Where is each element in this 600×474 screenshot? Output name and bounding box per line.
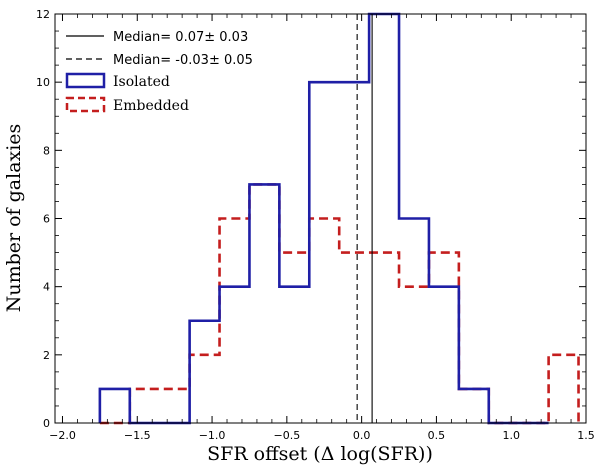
x-tick-label: −2.0 <box>49 429 76 442</box>
y-tick-label: 0 <box>43 417 50 430</box>
histogram-embedded <box>99 183 580 425</box>
histogram-layer <box>98 12 580 425</box>
x-tick-label: −1.0 <box>199 429 226 442</box>
x-tick-label: −0.5 <box>273 429 300 442</box>
y-tick-label: 6 <box>43 213 50 226</box>
y-axis-label: Number of galaxies <box>3 124 25 313</box>
x-tick-label: 1.5 <box>577 429 595 442</box>
legend-isolated-label: Isolated <box>113 74 170 90</box>
legend-median-dashed-label: Median= -0.03± 0.05 <box>113 53 253 68</box>
x-axis-label: SFR offset (Δ log(SFR)) <box>207 443 433 465</box>
y-tick-label: 12 <box>36 8 50 21</box>
x-tick-label: 0.0 <box>353 429 371 442</box>
y-tick-label: 10 <box>36 76 50 89</box>
legend-isolated-swatch <box>65 72 106 89</box>
y-tick-label: 8 <box>43 144 50 157</box>
y-tick-label: 2 <box>43 349 50 362</box>
legend-embedded-swatch <box>65 96 106 113</box>
y-tick-label: 4 <box>43 281 50 294</box>
median-lines <box>356 14 373 423</box>
legend: Median= 0.07± 0.03 Median= -0.03± 0.05 I… <box>65 30 253 114</box>
axis-ticks: −2.0 −1.5 −1.0 −0.5 0.0 0.5 1.0 1.5 0 2 4 6 8 10 12 <box>36 8 595 442</box>
x-tick-label: −1.5 <box>124 429 151 442</box>
legend-embedded-label: Embedded <box>113 98 189 114</box>
legend-median-solid-label: Median= 0.07± 0.03 <box>113 30 248 45</box>
x-tick-label: 1.0 <box>502 429 520 442</box>
x-tick-label: 0.5 <box>428 429 446 442</box>
